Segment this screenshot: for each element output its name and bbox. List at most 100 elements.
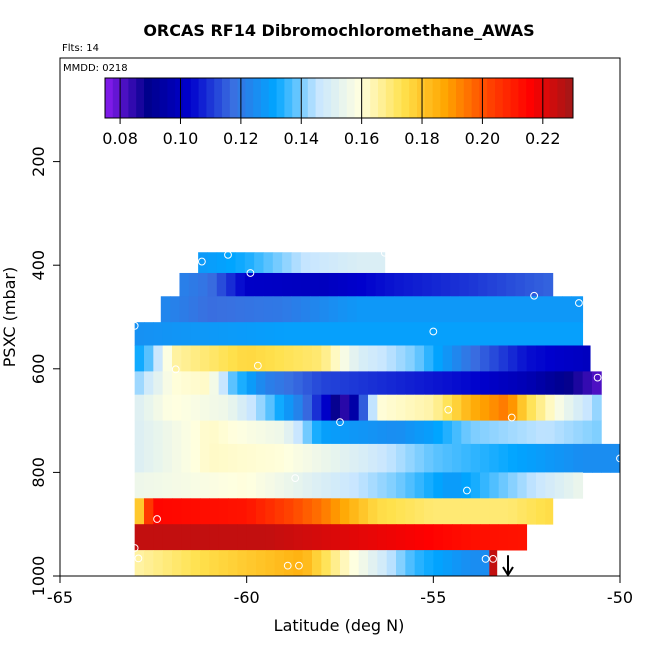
colorbar-swatch [229,78,238,118]
heatmap-cell [405,345,416,372]
heatmap-cell [442,322,453,346]
heatmap-cell [293,322,304,346]
heatmap-cell [571,296,582,323]
heatmap-cell [134,498,145,525]
heatmap-cell [274,498,285,525]
heatmap-cell [319,252,330,274]
heatmap-cell [489,524,500,551]
heatmap-cell [405,443,416,473]
heatmap-cell [347,272,358,297]
heatmap-cell [414,524,425,551]
heatmap-cell [330,322,341,346]
heatmap-cell [293,472,304,499]
colorbar-swatch [541,78,550,118]
heatmap-cell [256,472,266,499]
heatmap-cell [489,498,500,525]
heatmap-cell [358,394,369,421]
heatmap-cell [144,345,154,372]
heatmap-cell [517,371,528,396]
heatmap-cell [366,296,376,323]
colorbar-swatch [463,78,472,118]
heatmap-cell [302,394,313,421]
heatmap-cell [480,550,490,577]
sample-point [593,373,602,382]
heatmap-cell [209,322,220,346]
sample-point [295,561,303,570]
heatmap-cell [246,498,257,525]
heatmap-cell [237,498,248,525]
heatmap-cell [554,472,565,499]
heatmap-cell [263,296,274,323]
arrow-head [502,566,514,577]
heatmap-cell [284,371,294,396]
heatmap-cell [256,550,266,577]
colorbar-swatch [401,78,410,118]
heatmap-cell [592,443,602,473]
heatmap-cell [508,345,518,372]
heatmap-cell [200,394,210,421]
heatmap-cell [534,272,544,297]
heatmap-cell [162,472,173,499]
heatmap-cell [386,443,397,473]
heatmap-cell [162,371,173,396]
heatmap-cell [498,498,509,525]
heatmap-cell [424,394,434,421]
heatmap-cell [442,524,453,551]
heatmap-cell [340,472,350,499]
heatmap-cell [452,498,462,525]
y-tick-label: 400 [29,250,48,281]
heatmap-band [134,498,554,525]
sample-point [283,561,292,570]
heatmap-cell [274,524,285,551]
heatmap-cell [582,345,591,372]
colorbar-swatch [175,78,184,118]
heatmap-cell [172,322,182,346]
heatmap-cell [526,345,537,372]
heatmap-cell [162,443,173,473]
heatmap-cell [564,371,574,396]
heatmap-cell [442,498,453,525]
heatmap-cell [200,345,210,372]
heatmap-cell [181,322,192,346]
heatmap-cell [358,524,369,551]
heatmap-cell [368,443,378,473]
heatmap-cell [349,322,360,346]
colorbar-swatch [292,78,301,118]
heatmap-cell [246,420,257,445]
heatmap-cell [144,394,154,421]
heatmap-cell [592,394,602,421]
heatmap-cell [321,394,332,421]
heatmap-cell [480,371,490,396]
heatmap-cell [246,472,257,499]
heatmap-cell [246,550,257,577]
colorbar-swatch [432,78,441,118]
heatmap-cell [433,443,444,473]
heatmap-cell [412,272,423,297]
heatmap-cell [480,472,490,499]
heatmap-cell [592,420,602,445]
heatmap-cell [198,252,208,274]
heatmap-cell [545,498,554,525]
heatmap-cell [282,272,292,297]
sample-point [507,413,516,422]
heatmap-cell [181,472,192,499]
heatmap-cell [358,322,369,346]
heatmap-cell [134,550,145,577]
heatmap-cell [244,252,255,274]
heatmap-cell [162,345,173,372]
heatmap-cell [144,371,154,396]
colorbar-swatch [495,78,504,118]
heatmap-cell [209,345,220,372]
heatmap-cell [368,498,378,525]
heatmap-cell [321,420,332,445]
heatmap-cell [396,345,406,372]
heatmap-cell [517,394,528,421]
y-tick-label: 600 [29,354,48,385]
heatmap-cell [218,394,229,421]
heatmap-cell [237,443,248,473]
heatmap-cell [442,394,453,421]
heatmap-cell [254,272,264,297]
heatmap-cell [487,272,498,297]
heatmap-cell [330,472,341,499]
heatmap-cell [209,550,220,577]
